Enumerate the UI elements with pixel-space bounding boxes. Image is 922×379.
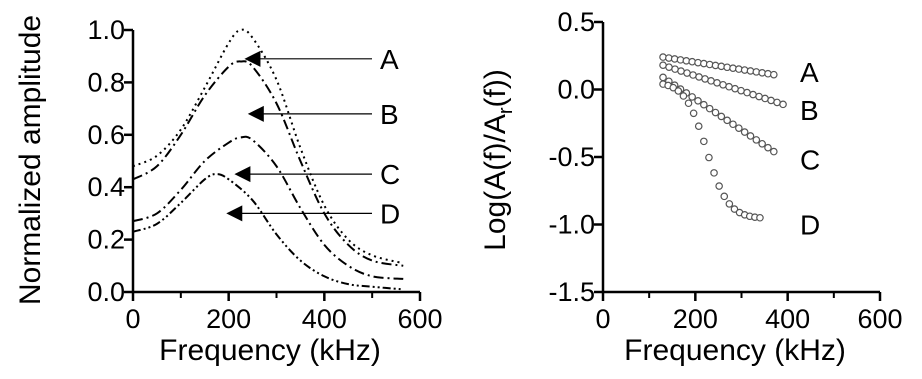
point-c [705, 104, 714, 113]
point-d [710, 169, 718, 177]
left-y-tick-label: 0.2 [87, 225, 125, 255]
point-d [715, 182, 723, 190]
left-y-tick-label: 0.8 [87, 67, 125, 97]
left-x-tick-label: 400 [302, 304, 347, 334]
left-x-tick-label: 600 [397, 304, 442, 334]
curve-d [132, 173, 404, 291]
point-d [674, 87, 683, 95]
arrowhead-c [234, 166, 251, 183]
left-y-tick-label: 0.4 [87, 172, 125, 202]
point-d [725, 200, 734, 208]
left-y-tick-label: 0.6 [87, 120, 125, 150]
point-c [659, 73, 667, 82]
left-y-tick-label: 0.0 [87, 277, 125, 307]
series-label-a: A [800, 57, 819, 88]
right-y-axis-label: Log(A(f)/Ar(f)) [479, 69, 517, 251]
right-x-tick-label: 400 [765, 304, 810, 334]
point-c [746, 132, 755, 140]
point-d [756, 213, 764, 222]
point-d [720, 192, 729, 201]
point-d [689, 109, 698, 118]
left-x-tick-label: 0 [125, 304, 140, 334]
point-c [723, 116, 731, 125]
right-y-tick-label: -0.5 [548, 142, 595, 172]
right-y-tick-label: 0.0 [557, 75, 595, 105]
right-plot-marks: 0 200 400 600 -1.5 -1.0 -0.5 0.0 0.5 ABC D [548, 7, 902, 334]
point-c [711, 108, 720, 117]
right-x-axis-label: Frequency (kHz) [624, 334, 846, 367]
right-panel-log-ratio: 0 200 400 600 -1.5 -1.0 -0.5 0.0 0.5 ABC D Frequen… [479, 7, 903, 367]
right-y-label-tail: (f)) [479, 69, 512, 107]
point-c [740, 128, 749, 136]
curve-label-c: C [380, 159, 400, 190]
right-y-tick-label: -1.0 [548, 210, 595, 240]
point-d [669, 83, 678, 92]
series-label-b: B [800, 95, 819, 126]
right-y-label-main: Log(A(f)/A [479, 114, 512, 251]
curve-b [132, 60, 404, 267]
point-c [770, 147, 778, 156]
point-c [688, 93, 696, 101]
right-x-tick-label: 0 [595, 304, 610, 334]
point-c [752, 136, 761, 144]
point-c [758, 139, 766, 148]
point-c [717, 112, 726, 121]
point-c [694, 96, 702, 105]
curve-label-a: A [380, 44, 399, 75]
point-b [779, 100, 787, 109]
point-d [679, 92, 688, 100]
curve-c [132, 135, 404, 280]
right-y-tick-label: -1.5 [548, 277, 595, 307]
point-c [735, 124, 743, 132]
point-d [705, 153, 713, 162]
left-y-tick-label: 1.0 [87, 15, 125, 45]
curve-a [132, 28, 404, 265]
right-y-tick-label: 0.5 [557, 7, 595, 37]
arrowhead-d [226, 205, 243, 222]
point-d [684, 99, 693, 108]
left-x-axis-label: Frequency (kHz) [159, 334, 381, 367]
point-a [770, 70, 778, 79]
curve-label-d: D [380, 198, 400, 229]
point-c [700, 100, 708, 109]
right-x-tick-label: 200 [673, 304, 718, 334]
point-d [694, 122, 703, 130]
point-d [730, 205, 739, 213]
curve-label-b: B [380, 99, 399, 130]
right-y-label-subscript: r [495, 107, 517, 114]
arrowhead-b [247, 105, 264, 122]
point-d [700, 137, 708, 146]
left-y-axis-label: Normalized amplitude [14, 15, 47, 305]
right-x-tick-label: 600 [857, 304, 902, 334]
series-label-c: C [800, 145, 820, 176]
arrowhead-a [244, 50, 261, 67]
series-label-d: D [800, 210, 820, 241]
left-x-tick-label: 200 [206, 304, 251, 334]
point-c [729, 120, 737, 129]
point-c [764, 143, 772, 152]
